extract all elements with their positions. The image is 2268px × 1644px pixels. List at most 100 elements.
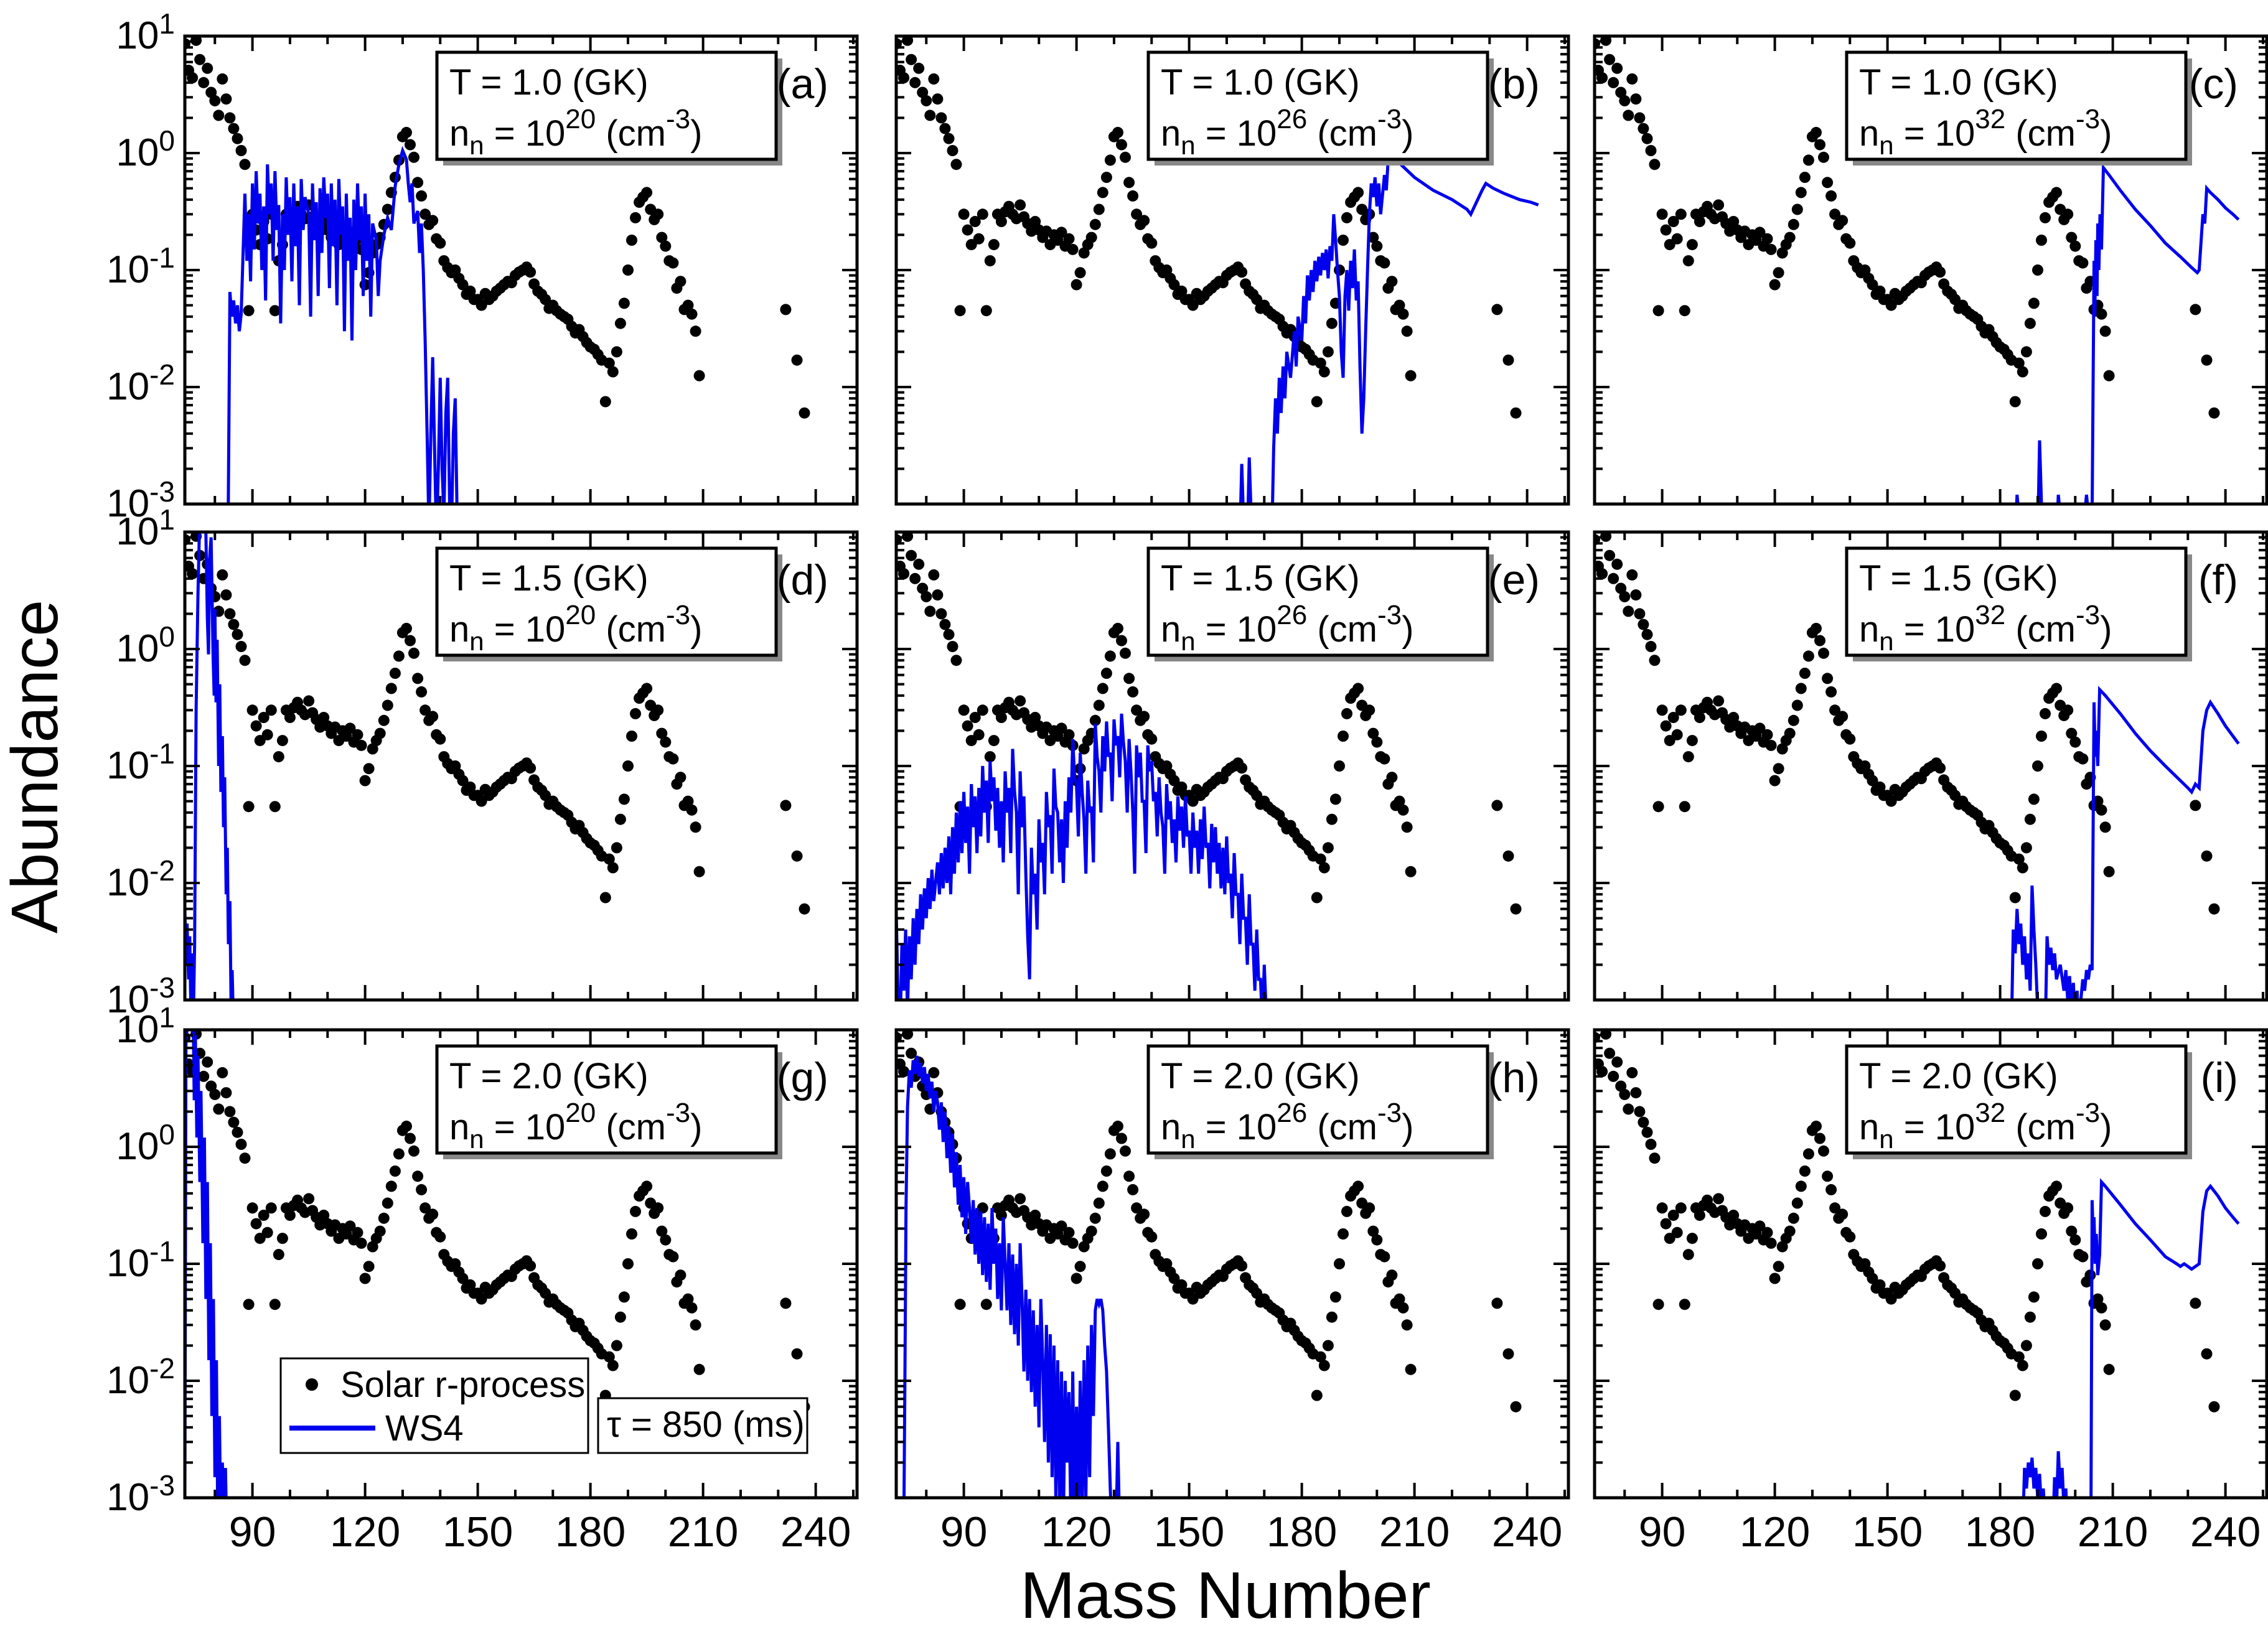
solar-dot [198,1070,210,1082]
solar-dot [261,1226,273,1238]
solar-dot [607,862,619,874]
solar-dot [1713,1193,1725,1205]
solar-dot [2066,231,2078,243]
solar-dot [1660,224,1672,236]
solar-dot [1811,126,1822,138]
solar-dots-group [185,532,810,915]
solar-dot [2032,1258,2043,1269]
solar-dot [2190,304,2201,315]
solar-dot [924,110,936,121]
solar-dot [1615,1080,1627,1092]
solar-dot [682,795,694,807]
solar-dot [1660,720,1672,732]
solar-dot [898,1066,910,1077]
solar-dot [1131,1202,1143,1214]
solar-dot [690,1319,701,1331]
solar-dot [1063,729,1075,740]
solar-dot [318,1210,330,1221]
solar-dot [791,354,803,366]
solar-dot [924,605,936,617]
ws4-line [896,713,1268,1000]
solar-dot [412,1170,424,1182]
solar-dot [228,1116,240,1128]
panel-c: T = 1.0 (GK)nn = 1032 (cm-3) (c) [1593,34,2268,506]
x-tick-label: 150 [1154,1508,1224,1556]
annotation-temperature: T = 1.0 (GK) [1161,62,1360,103]
solar-dot [1686,735,1698,747]
ws4-line-group [896,713,1268,1000]
solar-dot [1168,1273,1180,1284]
solar-dot [2040,1205,2051,1217]
solar-dot [1829,1202,1841,1214]
annotation-box [435,1044,778,1155]
solar-dot [389,668,401,679]
solar-dot [224,1106,236,1118]
solar-dot [1825,1184,1837,1195]
solar-dot [1649,1152,1661,1164]
solar-dot [618,297,630,309]
solar-dot [909,572,921,584]
solar-dot [1825,686,1837,698]
annotation-box [435,546,778,657]
solar-dot [1822,673,1834,684]
x-tick-label: 90 [229,1508,276,1556]
solar-dot [1934,1260,1946,1272]
annotation-box [1845,50,2188,161]
solar-dot [273,751,284,763]
solar-dot [416,1184,428,1195]
solar-dot [1367,1225,1379,1237]
solar-dot [1371,736,1383,748]
solar-dot [1728,216,1740,227]
solar-dot [1679,801,1690,813]
solar-dot [2040,708,2051,719]
solar-dot [1112,1120,1123,1132]
solar-dot [947,145,958,156]
ws4-line [2015,163,2240,504]
panel-letter: (b) [1488,60,1540,108]
solar-dot [682,1293,694,1305]
solar-dot [939,123,951,134]
solar-dot [2084,1269,2096,1281]
solar-dots-group [185,1030,810,1413]
solar-dot [626,1228,637,1240]
solar-dot [359,775,371,787]
solar-dot [1799,172,1811,183]
solar-dot [1795,187,1807,198]
solar-dot [232,133,243,144]
x-tick-label: 120 [330,1508,400,1556]
solar-dot [2013,853,2025,865]
solar-dot [1667,712,1679,723]
solar-dot [1318,862,1330,874]
solar-dot [408,151,419,163]
solar-dot [902,1030,914,1040]
solar-dot [1510,1401,1522,1413]
ws4-line-group [227,146,459,504]
solar-dot [1645,145,1657,156]
annotation-temperature: T = 1.0 (GK) [1859,62,2058,103]
solar-dot [1236,762,1248,774]
solar-dot [2208,1401,2220,1413]
solar-dot [2032,264,2043,276]
solar-dot [1352,1180,1364,1192]
solar-dot [1619,1088,1631,1100]
solar-dot [217,1067,228,1078]
solar-dot [2096,1302,2107,1314]
solar-dot [434,237,446,249]
solar-dot [614,813,626,825]
solar-dot [1769,1273,1781,1284]
panel-f: T = 1.5 (GK)nn = 1032 (cm-3) (f) [1593,530,2268,1002]
solar-dot [1405,866,1417,877]
solar-dot [614,1311,626,1323]
solar-dot [693,866,705,877]
solar-dot [1364,704,1375,716]
solar-dot [1656,704,1668,716]
solar-dot [1168,775,1180,787]
solar-dot [265,1202,277,1214]
y-tick-label: 10-3 [106,1469,175,1519]
solar-dot [258,1210,269,1221]
solar-dot [1394,1293,1405,1305]
solar-dot [898,72,910,83]
solar-dot [1776,247,1788,259]
solar-dot [958,704,970,716]
solar-dot [1127,686,1139,698]
